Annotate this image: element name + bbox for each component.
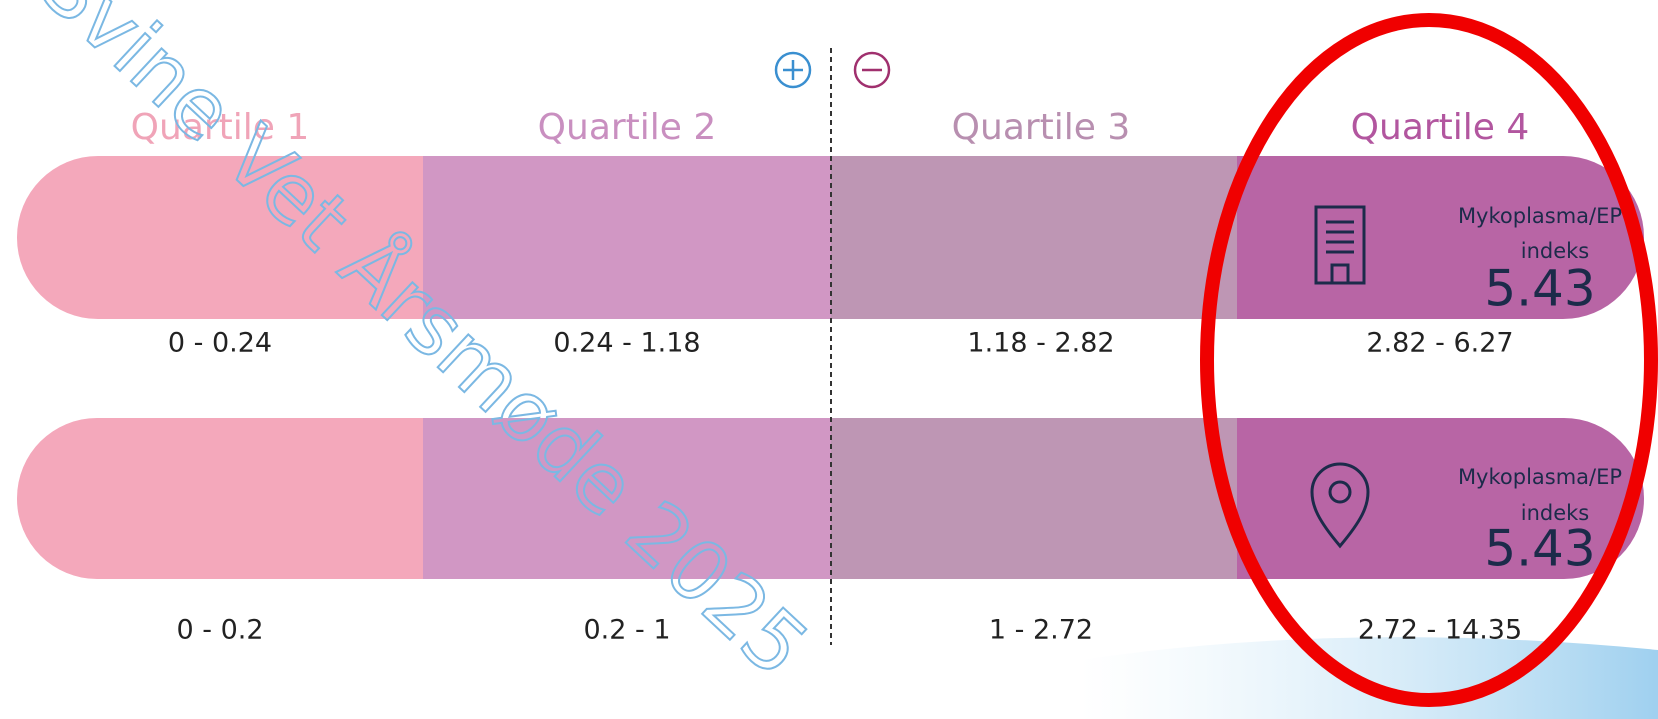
plus-icon (774, 51, 812, 89)
metric-value: 5.43 (1484, 520, 1595, 578)
bar-row (17, 156, 1644, 319)
location-icon (1310, 462, 1370, 549)
range-label: 0 - 0.2 (176, 615, 263, 646)
building-icon (1314, 205, 1366, 285)
decor-wave (1080, 637, 1658, 719)
range-label: 0 - 0.24 (168, 328, 272, 359)
watermark: Svine Vet Årsmøde 2025 (22, 0, 826, 695)
quartile-header: Quartile 3 (952, 107, 1131, 148)
bar-row (17, 418, 1644, 579)
minus-icon (853, 51, 891, 89)
quartile-header: Quartile 2 (538, 107, 717, 148)
range-label: 1.18 - 2.82 (967, 328, 1114, 359)
highlight-ellipse (1200, 13, 1658, 707)
metric-label: Mykoplasma/EP (1458, 465, 1622, 489)
range-label: 2.82 - 6.27 (1366, 328, 1513, 359)
metric-value: 5.43 (1484, 260, 1595, 318)
metric-label: Mykoplasma/EP (1458, 204, 1622, 228)
range-label: 2.72 - 14.35 (1358, 615, 1522, 646)
quartile-header: Quartile 1 (131, 107, 310, 148)
range-label: 0.24 - 1.18 (553, 328, 700, 359)
quartile-header: Quartile 4 (1351, 107, 1530, 148)
metric-label: indeks (1521, 239, 1590, 263)
range-label: 0.2 - 1 (583, 615, 670, 646)
metric-label: indeks (1521, 501, 1590, 525)
range-label: 1 - 2.72 (989, 615, 1093, 646)
